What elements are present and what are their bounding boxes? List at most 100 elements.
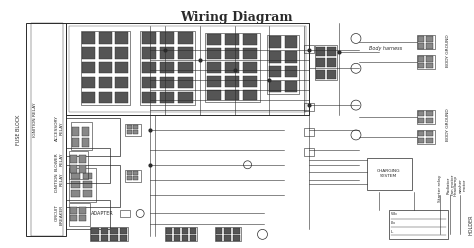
Text: Starter relay: Starter relay (438, 175, 443, 202)
Bar (71, 165, 77, 173)
Bar (417, 130, 435, 144)
Bar (72, 127, 79, 136)
Bar (142, 62, 156, 73)
Bar (71, 155, 77, 163)
Bar (207, 34, 221, 45)
Bar (327, 58, 336, 67)
Bar (225, 76, 239, 87)
Bar (207, 90, 221, 100)
Bar (65, 118, 120, 156)
Bar (427, 56, 433, 62)
Bar (81, 31, 130, 105)
Bar (233, 235, 239, 241)
Bar (99, 62, 112, 73)
Bar (174, 228, 180, 234)
Bar (304, 45, 314, 53)
Text: FUSE BLOCK: FUSE BLOCK (17, 115, 21, 145)
Text: Wb: Wb (391, 213, 398, 217)
Bar (269, 51, 282, 62)
Bar (99, 92, 112, 103)
Bar (110, 228, 118, 234)
Bar (225, 34, 239, 45)
Bar (82, 32, 95, 44)
Bar (418, 56, 425, 62)
Bar (243, 48, 257, 59)
Bar (71, 181, 80, 188)
Bar (82, 190, 92, 197)
Bar (285, 66, 297, 77)
Bar (142, 77, 156, 88)
Bar (82, 173, 92, 179)
Bar (115, 77, 128, 88)
Bar (225, 90, 239, 100)
Bar (125, 170, 141, 182)
Bar (304, 103, 314, 111)
Bar (224, 235, 231, 241)
Bar (65, 23, 309, 115)
Bar (160, 47, 174, 59)
Bar (427, 138, 433, 143)
Text: Body harness: Body harness (369, 46, 402, 51)
Bar (71, 122, 92, 150)
Text: IGNITION RELAY: IGNITION RELAY (33, 103, 37, 137)
Bar (110, 235, 118, 241)
Bar (267, 34, 299, 94)
Bar (178, 92, 192, 103)
Bar (207, 62, 221, 73)
Bar (120, 235, 127, 241)
Bar (80, 207, 86, 214)
Bar (285, 36, 297, 48)
Bar (389, 210, 448, 239)
Bar (91, 227, 128, 241)
Bar (101, 235, 108, 241)
Bar (225, 48, 239, 59)
Bar (182, 228, 188, 234)
Bar (304, 148, 314, 156)
Text: HOLDER: HOLDER (468, 214, 474, 235)
Bar (133, 125, 138, 129)
Bar (207, 48, 221, 59)
Bar (417, 55, 435, 69)
Bar (418, 131, 425, 136)
Bar (65, 200, 110, 229)
Bar (205, 32, 259, 102)
Bar (243, 34, 257, 45)
Bar (269, 36, 282, 48)
Bar (304, 128, 314, 136)
Text: L: L (391, 230, 393, 234)
Bar (31, 23, 63, 236)
Bar (99, 32, 112, 44)
Bar (120, 210, 130, 217)
Bar (125, 124, 141, 136)
Bar (91, 235, 99, 241)
Bar (418, 43, 425, 49)
Bar (142, 32, 156, 44)
Bar (69, 203, 91, 226)
Bar (82, 181, 92, 188)
Bar (166, 235, 172, 241)
Text: BLOWER
RELAY: BLOWER RELAY (55, 153, 64, 171)
Bar (71, 207, 77, 214)
Bar (427, 111, 433, 116)
Bar (82, 47, 95, 59)
Bar (127, 125, 132, 129)
Bar (82, 127, 89, 136)
Bar (418, 118, 425, 123)
Bar (71, 190, 80, 197)
Bar (316, 58, 325, 67)
Bar (69, 151, 89, 179)
Bar (190, 235, 196, 241)
Text: IGNITION
RELAY: IGNITION RELAY (55, 173, 64, 192)
Bar (174, 235, 180, 241)
Bar (417, 35, 435, 49)
Bar (427, 131, 433, 136)
Bar (207, 76, 221, 87)
Bar (80, 155, 86, 163)
Bar (133, 171, 138, 175)
Bar (71, 215, 77, 221)
Bar (216, 228, 222, 234)
Bar (417, 110, 435, 124)
Bar (178, 62, 192, 73)
Bar (233, 228, 239, 234)
Bar (115, 32, 128, 44)
